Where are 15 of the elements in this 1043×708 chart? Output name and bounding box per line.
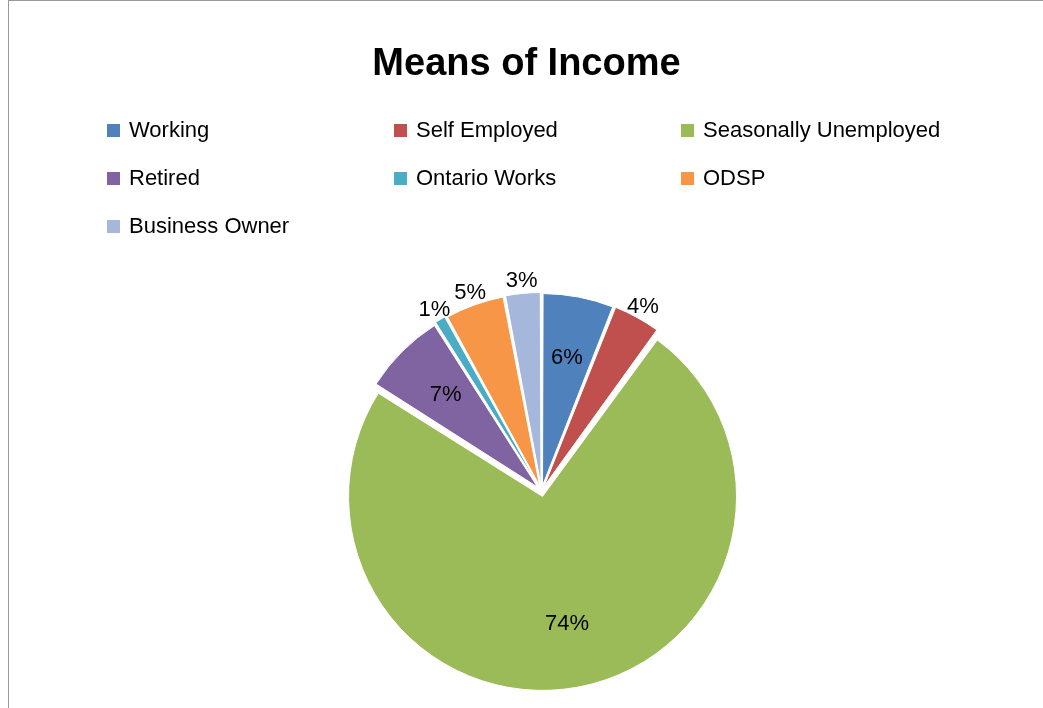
data-label: 1% — [418, 295, 451, 321]
legend-label: Self Employed — [416, 117, 558, 143]
data-label: 5% — [454, 279, 487, 305]
legend-label: Seasonally Unemployed — [703, 117, 941, 143]
data-label: 4% — [627, 292, 659, 318]
legend-label: Ontario Works — [416, 165, 557, 191]
data-label: 74% — [544, 610, 589, 636]
legend-label: Retired — [129, 165, 200, 191]
data-label: 7% — [429, 381, 462, 407]
data-label: 6% — [551, 343, 583, 369]
data-label: 3% — [505, 267, 538, 293]
legend-label: Working — [129, 117, 210, 143]
legend-label: ODSP — [703, 165, 766, 191]
legend-label: Business Owner — [129, 213, 290, 239]
chart-title: Means of Income — [371, 41, 682, 84]
